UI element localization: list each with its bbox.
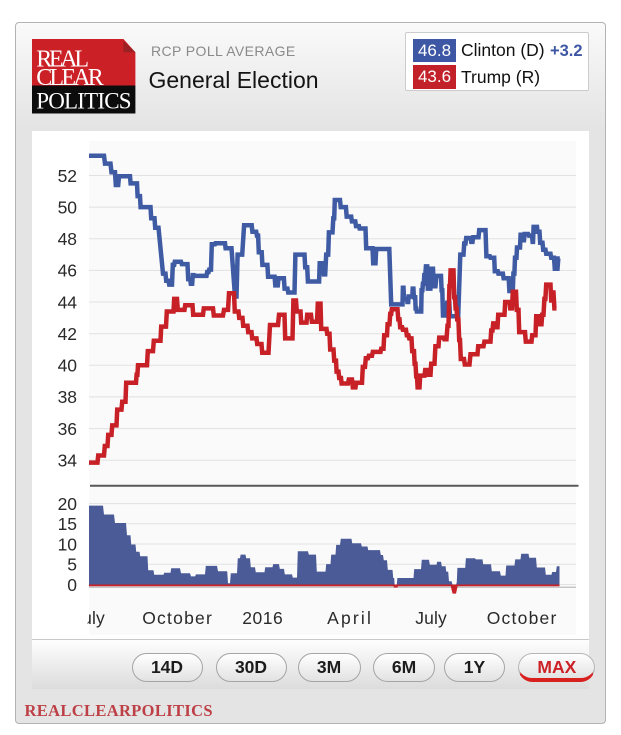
svg-text:2016: 2016 bbox=[242, 608, 283, 628]
svg-text:52: 52 bbox=[58, 166, 77, 186]
svg-text:38: 38 bbox=[58, 387, 77, 407]
svg-text:48: 48 bbox=[58, 229, 77, 249]
svg-text:0: 0 bbox=[67, 575, 77, 595]
svg-text:36: 36 bbox=[58, 419, 77, 439]
svg-text:5: 5 bbox=[67, 555, 77, 575]
svg-text:50: 50 bbox=[58, 197, 78, 217]
svg-text:46: 46 bbox=[58, 261, 77, 281]
svg-text:POLITICS: POLITICS bbox=[36, 89, 131, 114]
svg-text:CLEAR: CLEAR bbox=[36, 65, 104, 91]
svg-text:October: October bbox=[487, 608, 557, 628]
svg-text:44: 44 bbox=[58, 292, 78, 312]
svg-text:REAL: REAL bbox=[36, 47, 89, 73]
svg-text:10: 10 bbox=[58, 534, 78, 554]
svg-text:42: 42 bbox=[58, 324, 77, 344]
svg-text:April: April bbox=[327, 608, 371, 628]
svg-text:15: 15 bbox=[58, 514, 77, 534]
svg-text:40: 40 bbox=[58, 356, 78, 376]
svg-text:20: 20 bbox=[58, 494, 78, 514]
svg-text:34: 34 bbox=[58, 451, 78, 471]
svg-text:October: October bbox=[142, 608, 212, 628]
svg-text:July: July bbox=[415, 608, 447, 628]
